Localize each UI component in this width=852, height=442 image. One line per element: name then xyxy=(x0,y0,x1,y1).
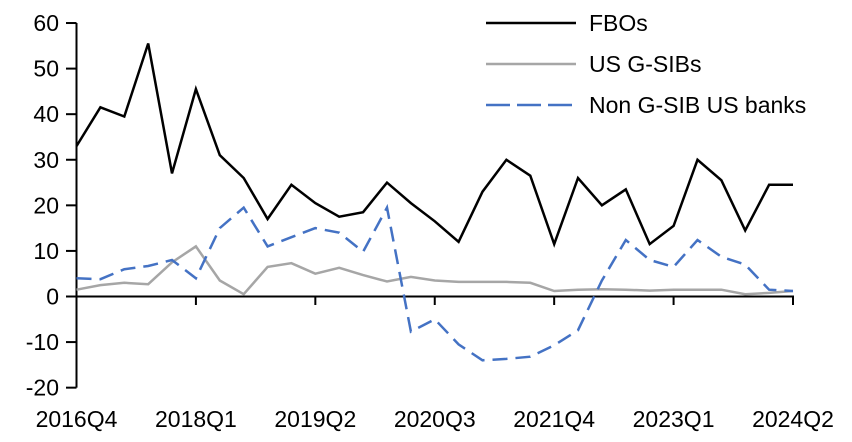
y-tick-label: 60 xyxy=(33,10,59,36)
series-lines xyxy=(75,43,794,362)
legend-label-non-gsib-us-banks: Non G-SIB US banks xyxy=(589,92,806,118)
x-tick-label: 2016Q4 xyxy=(36,406,118,432)
x-tick-label: 2023Q1 xyxy=(633,406,715,432)
y-axis: -20 -10 0 10 20 30 40 50 60 xyxy=(26,10,78,401)
legend: FBOs US G-SIBs Non G-SIB US banks xyxy=(486,10,806,118)
series-line-fbos xyxy=(75,43,793,248)
y-tick-label: 50 xyxy=(33,56,59,82)
x-tick-label: 2021Q4 xyxy=(513,406,595,432)
x-tick-label: 2019Q2 xyxy=(274,406,356,432)
legend-label-fbos: FBOs xyxy=(589,10,648,36)
x-tick-label: 2018Q1 xyxy=(155,406,237,432)
y-tick-label: 30 xyxy=(33,147,59,173)
y-tick-label: -10 xyxy=(26,329,59,355)
y-tick-label: 20 xyxy=(33,192,59,218)
y-tick-label: 0 xyxy=(46,284,59,310)
x-tick-label: 2024Q2 xyxy=(752,406,834,432)
series-line-us-gsibs xyxy=(76,244,794,296)
series-line-non-gsib-us-banks xyxy=(76,203,794,362)
y-tick-label: -20 xyxy=(26,375,59,401)
x-tick-label: 2020Q3 xyxy=(394,406,476,432)
legend-label-us-gsibs: US G-SIBs xyxy=(589,51,701,77)
y-tick-label: 40 xyxy=(33,101,59,127)
x-axis: 2016Q4 2018Q1 2019Q2 2020Q3 2021Q4 2023Q1 2024… xyxy=(36,295,834,432)
y-tick-label: 10 xyxy=(33,238,59,264)
